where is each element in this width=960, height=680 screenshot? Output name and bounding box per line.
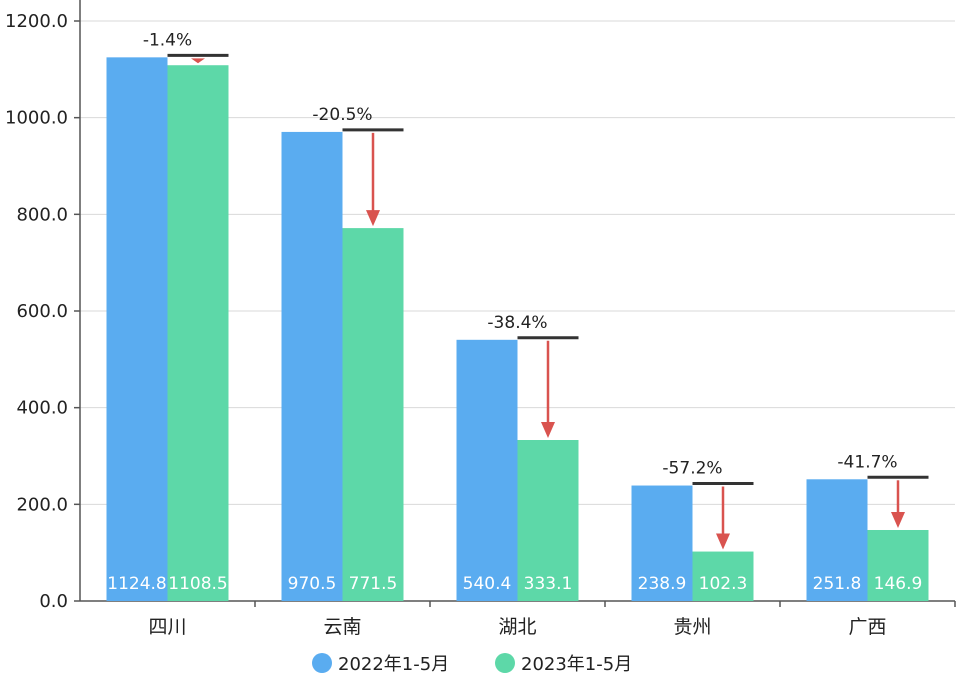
value-label-2023: 771.5 <box>349 574 398 594</box>
change-arrow-head <box>366 210 380 227</box>
y-tick-label: 400.0 <box>16 398 68 419</box>
category-label: 广西 <box>848 616 886 638</box>
change-percent-label: -38.4% <box>487 313 547 333</box>
value-label-2022: 540.4 <box>463 574 512 594</box>
bar-2022 <box>281 131 343 602</box>
y-tick-label: 800.0 <box>16 204 68 225</box>
category-labels: 四川 云南 湖北 贵州 广西 <box>148 601 956 638</box>
category-label: 四川 <box>148 616 186 638</box>
change-percent-label: -1.4% <box>143 30 192 50</box>
change-percent-label: -41.7% <box>837 452 897 472</box>
y-tick-labels: 0.0 200.0 400.0 600.0 800.0 1000.0 1200.0 <box>5 11 80 612</box>
change-arrow-head <box>891 511 905 528</box>
value-labels: 1124.8 1108.5 970.5 771.5 540.4 333.1 238.9 102… <box>107 574 922 594</box>
legend-label-2022: 2022年1-5月 <box>338 654 449 675</box>
category-label: 贵州 <box>673 616 711 638</box>
value-label-2023: 102.3 <box>699 574 748 594</box>
y-tick-label: 600.0 <box>16 301 68 322</box>
category-label: 云南 <box>323 616 361 638</box>
bar-2023 <box>167 65 229 602</box>
value-label-2022: 1124.8 <box>107 574 166 594</box>
y-tick-label: 0.0 <box>39 591 68 612</box>
change-percent-label: -57.2% <box>662 459 722 479</box>
bars <box>106 57 929 602</box>
bar-2022 <box>631 485 693 601</box>
change-arrow-head <box>716 533 730 550</box>
bar-2023 <box>342 228 404 601</box>
y-tick-label: 200.0 <box>16 494 68 515</box>
value-label-2022: 238.9 <box>638 574 687 594</box>
y-tick-label: 1200.0 <box>5 11 68 32</box>
value-label-2023: 333.1 <box>524 574 573 594</box>
change-percent-label: -20.5% <box>312 105 372 125</box>
bar-2023 <box>867 529 929 601</box>
bar-2022 <box>456 339 518 601</box>
value-label-2023: 146.9 <box>874 574 923 594</box>
change-arrow-head <box>541 422 555 439</box>
value-label-2022: 970.5 <box>288 574 337 594</box>
value-label-2023: 1108.5 <box>168 574 227 594</box>
bar-2022 <box>806 479 868 601</box>
legend-marker-2022 <box>312 653 332 673</box>
y-tick-label: 1000.0 <box>5 108 68 129</box>
bar-2023 <box>692 551 754 601</box>
legend-label-2023: 2023年1-5月 <box>521 654 632 675</box>
legend: 2022年1-5月 2023年1-5月 <box>312 653 632 675</box>
value-label-2022: 251.8 <box>813 574 862 594</box>
change-arrow-head <box>191 58 205 64</box>
category-label: 湖北 <box>498 616 536 638</box>
bar-2022 <box>106 57 168 601</box>
bar-2023 <box>517 440 579 601</box>
legend-marker-2023 <box>495 653 515 673</box>
change-indicators: -1.4% -20.5% -38.4% -57.2% -41.7% <box>143 30 929 550</box>
